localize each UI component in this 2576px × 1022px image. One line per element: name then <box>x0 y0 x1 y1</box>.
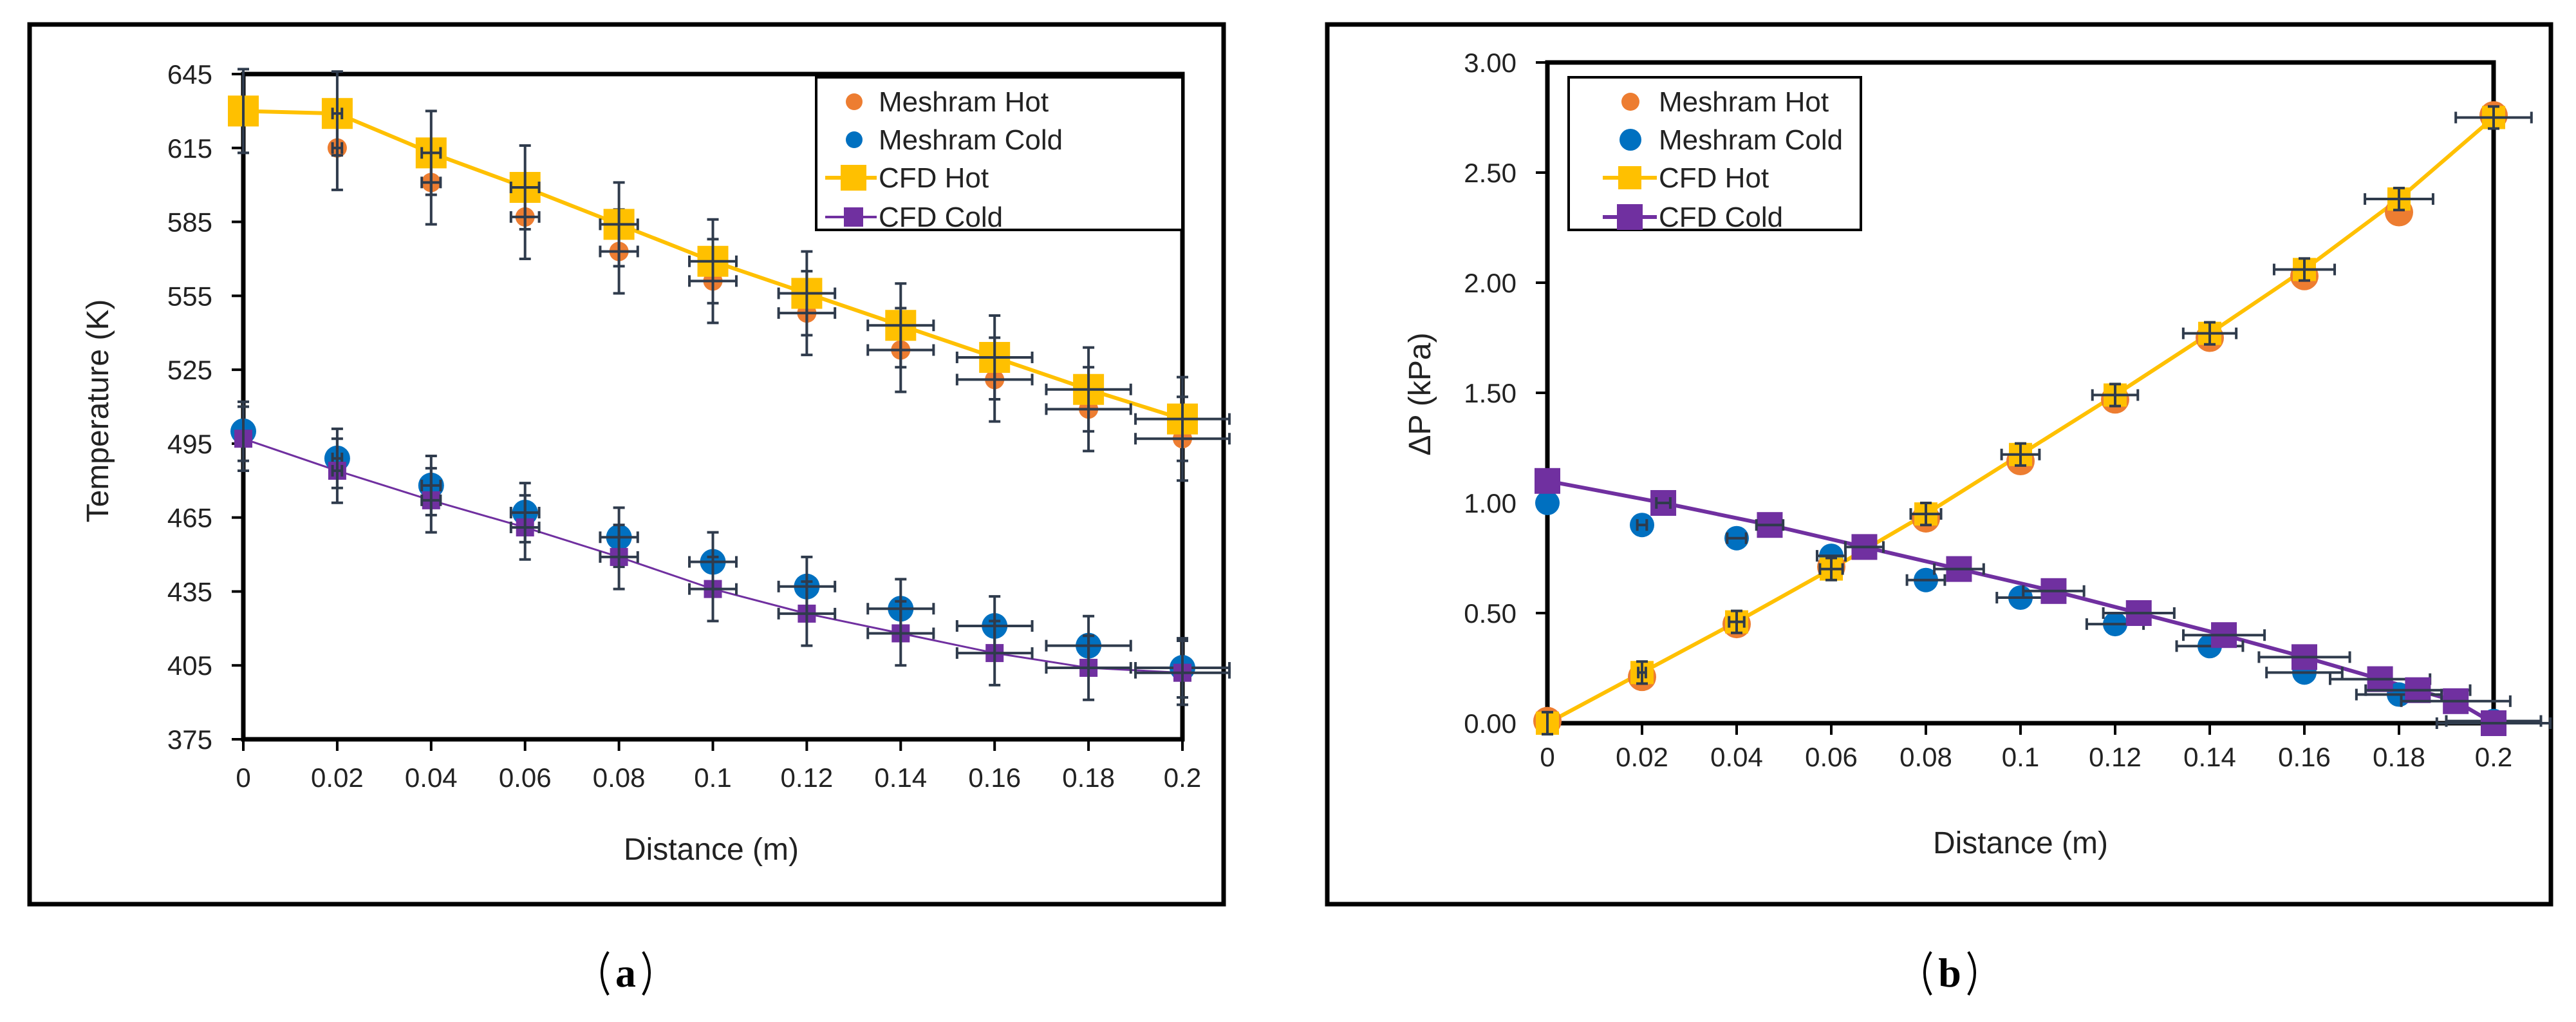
panel-caption-a: a <box>601 950 651 996</box>
legend-label-cfd-cold: CFD Cold <box>1659 202 1783 233</box>
legend-label-meshram-hot: Meshram Hot <box>879 86 1049 118</box>
x-tick-label: 0.02 <box>311 762 364 793</box>
legend-marker-cfd-hot <box>841 165 866 191</box>
x-tick-label: 0.12 <box>781 762 834 793</box>
legend-marker-cfd-cold <box>1617 204 1643 230</box>
legend-label-cfd-hot: CFD Hot <box>1659 162 1769 194</box>
caption-letter-a: a <box>615 950 636 996</box>
x-axis-label-b: Distance (m) <box>1933 826 2108 860</box>
legend-b: Meshram Hot Meshram Cold CFD Hot CFD Col… <box>1567 76 1862 233</box>
y-tick-label: 615 <box>167 133 212 164</box>
x-tick-label: 0.18 <box>2373 742 2425 772</box>
legend-marker-cfd-cold <box>844 207 863 227</box>
y-tick-label: 0.50 <box>1464 598 1517 629</box>
y-tick-label: 465 <box>167 503 212 533</box>
legend-marker-cfd-hot <box>1618 166 1641 189</box>
legend-label-meshram-cold: Meshram Cold <box>879 124 1063 156</box>
x-axis-label-a: Distance (m) <box>624 833 799 867</box>
x-tick-label: 0.1 <box>2002 742 2039 772</box>
x-tick-label: 0.02 <box>1616 742 1668 772</box>
chart-panel-b: 0 0.02 0.04 0.06 0.08 0.1 0.12 0.14 0.16 0.18 0.2 0… <box>1325 22 2553 996</box>
x-tick-label: 0.12 <box>2089 742 2142 772</box>
y-axis-label-a: Temperature (K) <box>81 299 115 523</box>
legend-marker-meshram-cold <box>846 131 863 148</box>
x-tick-label: 0.1 <box>694 762 731 793</box>
y-tick-label: 375 <box>167 724 212 755</box>
x-tick-label: 0.14 <box>874 762 927 793</box>
plot-area-b: 0 0.02 0.04 0.06 0.08 0.1 0.12 0.14 0.16 0.18 0.2 0… <box>1464 48 2552 772</box>
y-axis-label-b: ΔP (kPa) <box>1403 332 1437 455</box>
y-tick-label: 585 <box>167 207 212 238</box>
y-tick-label: 525 <box>167 355 212 385</box>
data-point-cfd-cold <box>1535 468 1560 494</box>
legend-label-meshram-hot: Meshram Hot <box>1659 86 1829 118</box>
caption-letter-b: b <box>1938 950 1961 996</box>
data-point-meshram-cold <box>1535 491 1560 515</box>
y-tick-label: 645 <box>167 59 212 90</box>
caption-open-paren <box>1923 951 1932 996</box>
caption-close-paren <box>1967 951 1976 996</box>
y-tick-label: 435 <box>167 576 212 607</box>
y-tick-label: 1.00 <box>1464 488 1517 518</box>
y-tick-label: 555 <box>167 281 212 311</box>
x-tick-label: 0.18 <box>1062 762 1115 793</box>
x-tick-label: 0.08 <box>593 762 646 793</box>
caption-close-paren <box>642 951 651 996</box>
legend-label-cfd-hot: CFD Hot <box>879 162 989 194</box>
x-tick-label: 0.2 <box>2475 742 2512 772</box>
y-tick-label: 495 <box>167 429 212 459</box>
x-tick-label: 0.06 <box>1805 742 1858 772</box>
x-tick-label: 0.16 <box>968 762 1021 793</box>
legend-label-meshram-cold: Meshram Cold <box>1659 124 1843 156</box>
y-tick-label: 2.50 <box>1464 158 1517 188</box>
y-tick-label: 3.00 <box>1464 48 1517 78</box>
legend-marker-meshram-hot <box>1621 93 1639 111</box>
x-tick-label: 0.06 <box>499 762 552 793</box>
y-tick-label: 2.00 <box>1464 268 1517 298</box>
y-tick-label: 405 <box>167 650 212 681</box>
x-tick-label: 0 <box>1540 742 1554 772</box>
y-tick-label: 1.50 <box>1464 378 1517 408</box>
x-tick-label: 0.04 <box>1710 742 1763 772</box>
x-tick-label: 0.2 <box>1164 762 1201 793</box>
legend-label-cfd-cold: CFD Cold <box>879 202 1003 233</box>
chart-panel-a: 0 0.02 0.04 0.06 0.08 0.1 0.12 0.14 0.16 0.18 0.2 3… <box>27 22 1231 996</box>
legend-a: Meshram Hot Meshram Cold CFD Hot CFD Col… <box>815 76 1184 233</box>
y-tick-label: 0.00 <box>1464 708 1517 739</box>
x-tick-label: 0.14 <box>2183 742 2236 772</box>
panel-caption-b: b <box>1923 950 1976 996</box>
x-tick-label: 0.04 <box>405 762 458 793</box>
legend-marker-meshram-hot <box>846 93 863 110</box>
x-tick-label: 0 <box>236 762 250 793</box>
x-tick-label: 0.16 <box>2278 742 2331 772</box>
legend-marker-meshram-cold <box>1619 129 1641 151</box>
x-tick-label: 0.08 <box>1899 742 1952 772</box>
caption-open-paren <box>601 951 610 996</box>
